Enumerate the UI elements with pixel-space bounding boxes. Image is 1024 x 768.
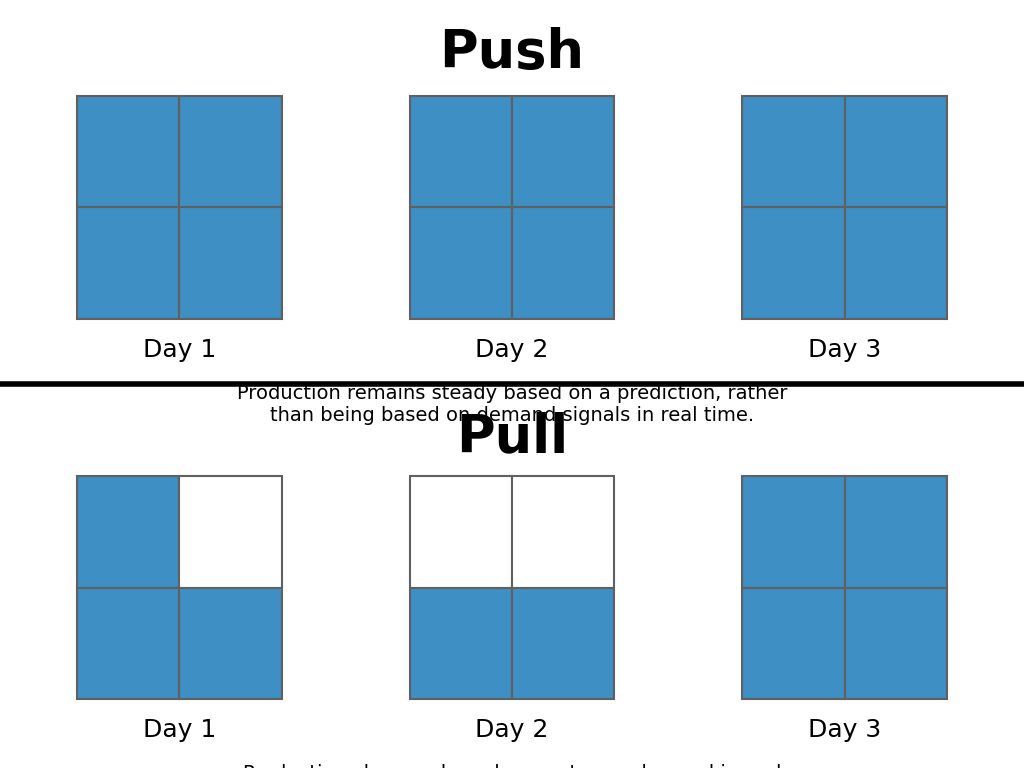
- Bar: [179, 207, 282, 319]
- Bar: [845, 476, 947, 588]
- Bar: [410, 96, 512, 207]
- Text: Day 3: Day 3: [808, 718, 882, 742]
- Bar: [179, 476, 282, 588]
- Bar: [512, 588, 614, 699]
- Bar: [77, 476, 179, 588]
- Bar: [410, 588, 512, 699]
- Text: Day 2: Day 2: [475, 338, 549, 362]
- Bar: [845, 96, 947, 207]
- Bar: [742, 588, 845, 699]
- Bar: [742, 207, 845, 319]
- Bar: [512, 207, 614, 319]
- Bar: [845, 588, 947, 699]
- Bar: [512, 476, 614, 588]
- Bar: [410, 476, 512, 588]
- Text: Day 2: Day 2: [475, 718, 549, 742]
- Text: Pull: Pull: [456, 411, 568, 463]
- Text: Day 1: Day 1: [142, 718, 216, 742]
- Text: Production remains steady based on a prediction, rather
than being based on dema: Production remains steady based on a pre…: [237, 384, 787, 425]
- Bar: [742, 476, 845, 588]
- Bar: [179, 96, 282, 207]
- Text: Day 1: Day 1: [142, 338, 216, 362]
- Bar: [77, 96, 179, 207]
- Bar: [77, 588, 179, 699]
- Text: Day 3: Day 3: [808, 338, 882, 362]
- Text: Production changes based on customer demand in real
time. This leads to less was: Production changes based on customer dem…: [243, 764, 781, 768]
- Bar: [179, 588, 282, 699]
- Bar: [410, 207, 512, 319]
- Bar: [77, 207, 179, 319]
- Bar: [742, 96, 845, 207]
- Bar: [845, 207, 947, 319]
- Text: Push: Push: [439, 27, 585, 79]
- Bar: [512, 96, 614, 207]
